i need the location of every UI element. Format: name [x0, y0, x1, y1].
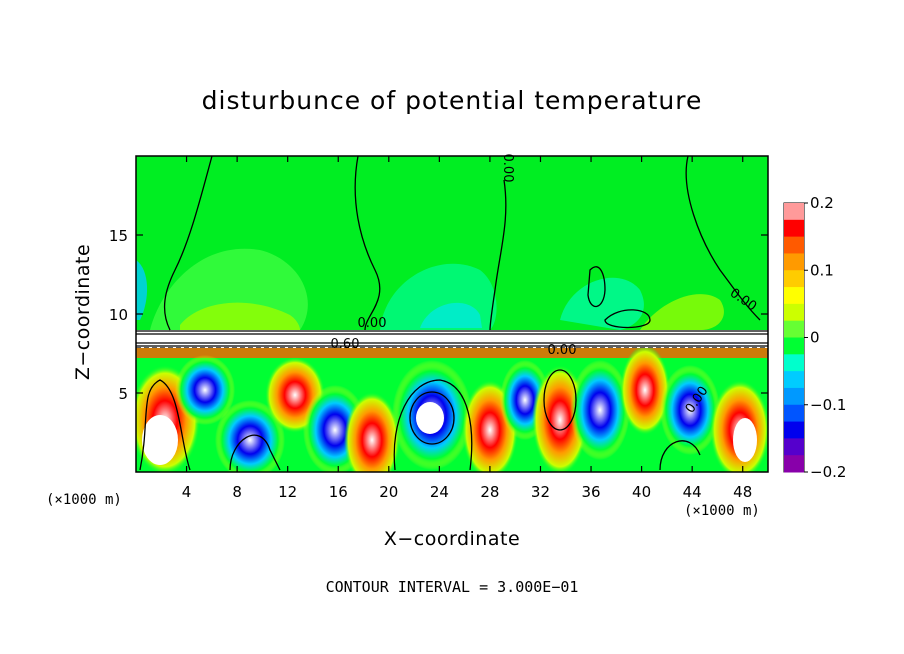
colorbar-segment: [784, 438, 804, 456]
x-tick-label: 40: [632, 483, 651, 501]
colorbar-segment: [784, 354, 804, 372]
colorbar-segment: [784, 455, 804, 473]
colorbar-segment: [784, 404, 804, 423]
x-tick-label: 28: [480, 483, 499, 501]
y-unit-label: (×1000 m): [46, 492, 122, 508]
contour-label: 0.60: [331, 337, 360, 352]
contour-interval-note: CONTOUR INTERVAL = 3.000E−01: [325, 578, 579, 596]
x-tick-label: 44: [683, 483, 702, 501]
y-tick-label: 10: [109, 306, 128, 324]
colorbar-segment: [784, 236, 804, 254]
stripe-band: [136, 330, 768, 348]
colorbar-segment: [784, 219, 804, 238]
colorbar-segment: [784, 287, 804, 305]
upper-blob: [560, 277, 644, 330]
y-tick-label: 15: [109, 227, 128, 245]
x-tick-label: 48: [733, 483, 752, 501]
chart-title: disturbunce of potential temperature: [201, 86, 703, 115]
x-axis-label: X−coordinate: [383, 528, 521, 550]
x-tick-label: 20: [379, 483, 398, 501]
y-tick-label: 5: [118, 385, 128, 403]
colorbar-tick-label: 0.2: [810, 194, 834, 212]
contour-lines: [139, 155, 761, 471]
x-tick-label: 24: [430, 483, 449, 501]
x-unit-label: (×1000 m): [684, 503, 760, 519]
x-tick-label: 36: [581, 483, 600, 501]
colorbar-segment: [784, 203, 804, 221]
colorbar-segment: [784, 387, 804, 406]
colorbar-segment: [784, 337, 804, 355]
colorbar-segment: [784, 371, 804, 389]
colorbar-tick-label: 0.1: [810, 261, 834, 279]
x-tick-label: 8: [232, 483, 242, 501]
upper-blob: [180, 302, 300, 330]
upper-blob: [420, 302, 482, 328]
colorbar-tick-label: 0: [810, 329, 820, 347]
colorbar-segment: [784, 320, 804, 338]
upper-blob: [640, 294, 724, 330]
x-tick-label: 32: [531, 483, 550, 501]
contour-label: 0.00: [500, 154, 515, 183]
colorbar-segment: [784, 421, 804, 439]
upper-blob: [136, 260, 148, 320]
colorbar-segment: [784, 253, 804, 271]
x-tick-label: 12: [278, 483, 297, 501]
contour-label: 0.00: [358, 316, 387, 331]
colorbar-tick-label: −0.2: [810, 463, 846, 481]
x-tick-label: 16: [329, 483, 348, 501]
colorbar-segment: [784, 270, 804, 288]
contour-label: 0.00: [548, 343, 577, 358]
colorbar-tick-label: −0.1: [810, 396, 846, 414]
x-tick-label: 4: [182, 483, 192, 501]
lower-field: [136, 348, 768, 472]
colorbar-segment: [784, 303, 804, 322]
